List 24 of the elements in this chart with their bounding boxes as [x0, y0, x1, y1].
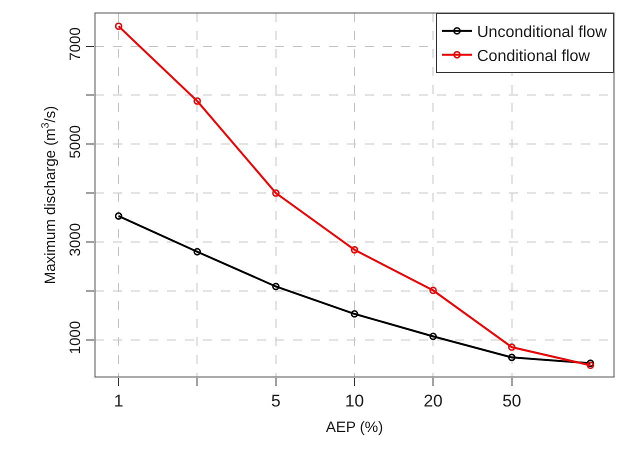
point	[193, 248, 201, 256]
point	[350, 310, 358, 318]
point	[350, 246, 358, 254]
point	[114, 212, 122, 220]
point	[429, 332, 437, 340]
point	[508, 343, 516, 351]
point	[272, 282, 280, 290]
y-tick-label: 3000	[67, 223, 84, 256]
x-tick-label: 20	[424, 391, 443, 410]
legend-label: Conditional flow	[477, 48, 590, 65]
point	[272, 189, 280, 197]
legend-label: Unconditional flow	[477, 24, 608, 42]
point	[193, 97, 201, 105]
y-tick-label: 7000	[67, 27, 84, 61]
x-axis-title: AEP (%)	[326, 419, 384, 436]
point	[114, 22, 122, 30]
point	[429, 286, 437, 294]
point	[508, 354, 516, 362]
x-tick-label: 5	[271, 391, 281, 410]
x-tick-label: 1	[114, 391, 124, 410]
y-tick-label: 1000	[67, 320, 84, 354]
x-tick-label: 50	[502, 391, 522, 410]
y-tick-label: 5000	[67, 125, 84, 159]
x-tick-label: 10	[345, 391, 364, 410]
